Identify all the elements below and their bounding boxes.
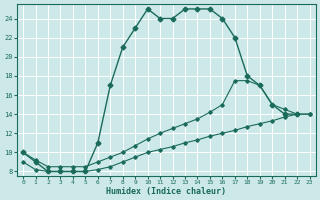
X-axis label: Humidex (Indice chaleur): Humidex (Indice chaleur) (106, 187, 226, 196)
